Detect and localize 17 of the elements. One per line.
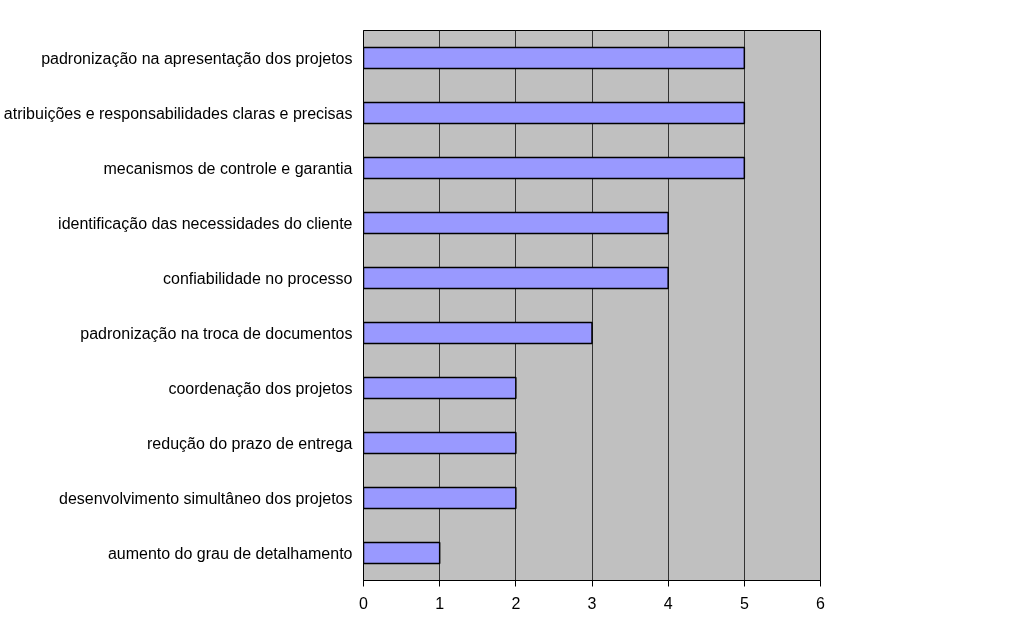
y-tick-label: coordenação dos projetos [168, 379, 353, 397]
y-tick-label: confiabilidade no processo [163, 269, 353, 287]
x-tick-label: 6 [816, 594, 826, 612]
y-tick-label: atribuições e responsabilidades claras e precisas [3, 104, 353, 122]
y-tick-label: aumento do grau de detalhamento [107, 544, 353, 562]
x-tick-label: 5 [739, 594, 749, 612]
y-tick-label: redução do prazo de entrega [147, 434, 353, 452]
y-tick-label: padronização na apresentação dos projetos [41, 49, 353, 67]
x-tick-label: 2 [511, 594, 521, 612]
x-tick-label: 3 [587, 594, 597, 612]
y-tick-label: mecanismos de controle e garantia [103, 159, 353, 177]
x-tick-label: 1 [435, 594, 445, 612]
y-tick-label: padronização na troca de documentos [80, 324, 353, 342]
y-tick-label: desenvolvimento simultâneo dos projetos [59, 489, 353, 507]
y-tick-label: identificação das necessidades do cliente [58, 214, 353, 232]
x-tick-label: 4 [663, 594, 673, 612]
x-tick-label: 0 [359, 594, 369, 612]
